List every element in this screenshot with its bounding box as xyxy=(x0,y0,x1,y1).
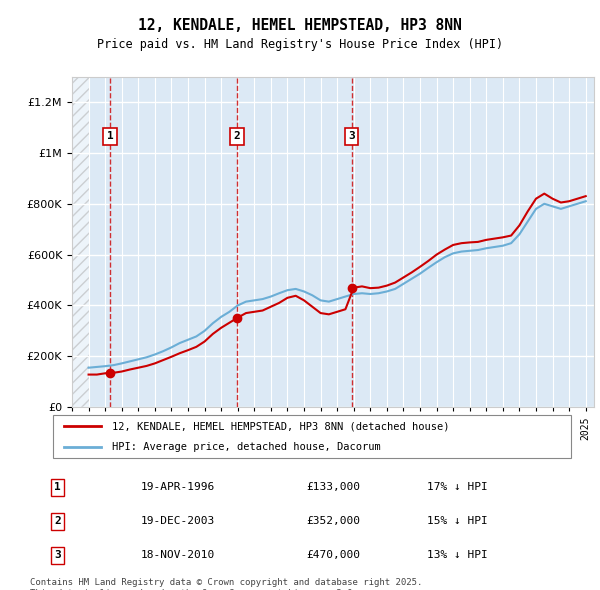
Text: 19-APR-1996: 19-APR-1996 xyxy=(140,483,215,492)
Text: 12, KENDALE, HEMEL HEMPSTEAD, HP3 8NN (detached house): 12, KENDALE, HEMEL HEMPSTEAD, HP3 8NN (d… xyxy=(112,421,449,431)
Text: 18-NOV-2010: 18-NOV-2010 xyxy=(140,550,215,560)
Text: Price paid vs. HM Land Registry's House Price Index (HPI): Price paid vs. HM Land Registry's House … xyxy=(97,38,503,51)
Text: 2: 2 xyxy=(233,131,241,141)
FancyBboxPatch shape xyxy=(53,415,571,458)
Text: 13% ↓ HPI: 13% ↓ HPI xyxy=(427,550,488,560)
Text: 3: 3 xyxy=(349,131,355,141)
Text: £352,000: £352,000 xyxy=(306,516,360,526)
Text: £470,000: £470,000 xyxy=(306,550,360,560)
Bar xyxy=(72,77,89,407)
Text: 1: 1 xyxy=(54,483,61,492)
Text: £133,000: £133,000 xyxy=(306,483,360,492)
Text: HPI: Average price, detached house, Dacorum: HPI: Average price, detached house, Daco… xyxy=(112,442,381,452)
Text: 3: 3 xyxy=(54,550,61,560)
Text: 17% ↓ HPI: 17% ↓ HPI xyxy=(427,483,488,492)
Bar xyxy=(72,77,89,407)
Text: Contains HM Land Registry data © Crown copyright and database right 2025.
This d: Contains HM Land Registry data © Crown c… xyxy=(30,578,422,590)
Text: 19-DEC-2003: 19-DEC-2003 xyxy=(140,516,215,526)
Text: 2: 2 xyxy=(54,516,61,526)
Text: 15% ↓ HPI: 15% ↓ HPI xyxy=(427,516,488,526)
Text: 12, KENDALE, HEMEL HEMPSTEAD, HP3 8NN: 12, KENDALE, HEMEL HEMPSTEAD, HP3 8NN xyxy=(138,18,462,32)
Text: 1: 1 xyxy=(107,131,113,141)
